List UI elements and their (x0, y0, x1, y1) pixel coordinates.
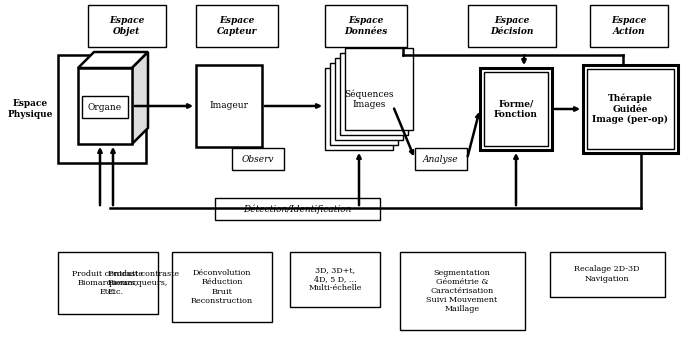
Bar (58, 55, 146, 163)
Bar (172, 252, 272, 322)
Text: Forme/
Fonction: Forme/ Fonction (494, 99, 538, 119)
Bar (415, 148, 467, 170)
Text: Espace
Données: Espace Données (344, 16, 387, 36)
Bar (484, 72, 548, 146)
Bar (82, 96, 128, 118)
Text: Espace
Décision: Espace Décision (491, 16, 534, 36)
Bar (196, 5, 278, 47)
Text: Thérapie
Guidée
Image (per-op): Thérapie Guidée Image (per-op) (593, 94, 669, 124)
Text: Recalage 2D-3D
Navigation: Recalage 2D-3D Navigation (574, 265, 640, 283)
Bar (290, 252, 380, 307)
Text: Segmentation
Géométrie &
Caractérisation
Suivi Mouvement
Maillage: Segmentation Géométrie & Caractérisation… (426, 269, 498, 313)
Text: Observ: Observ (242, 154, 274, 164)
Bar (196, 65, 262, 147)
Bar (325, 5, 407, 47)
Text: Espace
Physique: Espace Physique (8, 99, 53, 119)
Bar (345, 48, 413, 130)
Bar (583, 65, 678, 153)
Text: Produit contraste
Biomarqueurs,
Etc.: Produit contraste Biomarqueurs, Etc. (73, 270, 143, 296)
Text: Espace
Capteur: Espace Capteur (217, 16, 257, 36)
Bar (88, 5, 166, 47)
Bar (468, 5, 556, 47)
Bar (78, 68, 132, 144)
Bar (590, 5, 668, 47)
Bar (335, 58, 403, 140)
Bar (58, 252, 158, 314)
Text: Organe: Organe (88, 102, 122, 112)
Text: Analyse: Analyse (423, 154, 459, 164)
Bar (330, 63, 398, 145)
Bar (587, 69, 674, 149)
Text: Déconvolution
Réduction
Bruit
Reconstruction: Déconvolution Réduction Bruit Reconstruc… (191, 269, 253, 305)
Text: Produit contraste
Biomarqueurs,
Etc.: Produit contraste Biomarqueurs, Etc. (108, 270, 179, 296)
Polygon shape (78, 52, 148, 68)
Bar (215, 198, 380, 220)
Bar (232, 148, 284, 170)
Bar (480, 68, 552, 150)
Bar (325, 68, 393, 150)
Bar (340, 53, 408, 135)
Bar (400, 252, 525, 330)
Text: 3D, 3D+t,
4D, 5 D, …
Multi-échelle: 3D, 3D+t, 4D, 5 D, … Multi-échelle (308, 266, 362, 292)
Text: Imageur: Imageur (209, 101, 249, 111)
Text: Séquences
Images: Séquences Images (344, 89, 394, 109)
Polygon shape (132, 52, 148, 144)
Bar (550, 252, 665, 297)
Text: Détection/Identification: Détection/Identification (243, 204, 351, 214)
Text: Espace
Objet: Espace Objet (109, 16, 145, 36)
Text: Espace
Action: Espace Action (611, 16, 647, 36)
